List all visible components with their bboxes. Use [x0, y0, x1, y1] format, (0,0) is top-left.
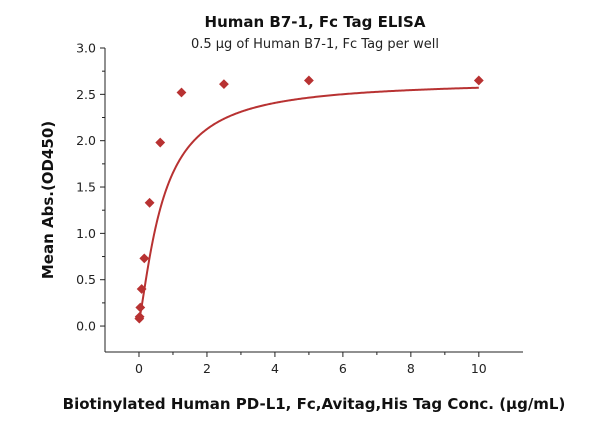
data-point: [135, 302, 146, 313]
data-point: [473, 75, 484, 86]
data-point: [136, 284, 147, 294]
data-point: [219, 79, 229, 90]
data-point: [303, 75, 314, 86]
y-tick-label: 1.0: [76, 226, 96, 241]
data-point: [155, 137, 166, 148]
y-tick-label: 3.0: [76, 41, 96, 56]
chart-title: Human B7-1, Fc Tag ELISA: [205, 13, 426, 31]
x-tick-label: 0: [135, 361, 143, 376]
x-tick-label: 10: [471, 361, 487, 376]
x-tick-label: 2: [203, 361, 211, 376]
x-axis-label: Biotinylated Human PD-L1, Fc,Avitag,His …: [63, 395, 566, 413]
fit-curve: [137, 86, 479, 321]
x-tick-label: 6: [339, 361, 347, 376]
y-tick-label: 1.5: [76, 180, 96, 195]
data-point: [176, 87, 187, 98]
data-point: [144, 197, 155, 208]
y-axis-ticks: 0.0 0.5 1.0 1.5 2.0 2.5 3.0: [76, 41, 105, 334]
y-tick-label: 0.0: [76, 319, 96, 334]
chart-subtitle: 0.5 μg of Human B7-1, Fc Tag per well: [191, 37, 439, 52]
data-point: [134, 311, 145, 322]
data-point: [139, 253, 150, 264]
x-tick-label: 4: [271, 361, 279, 376]
y-axis-label: Mean Abs.(OD450): [39, 121, 57, 279]
y-tick-label: 2.0: [76, 133, 96, 148]
data-points: [134, 75, 484, 324]
y-tick-label: 0.5: [76, 272, 96, 287]
y-tick-label: 2.5: [76, 87, 96, 102]
x-tick-label: 8: [407, 361, 415, 376]
x-axis-ticks: 0 2 4 6 8 10: [135, 352, 487, 376]
